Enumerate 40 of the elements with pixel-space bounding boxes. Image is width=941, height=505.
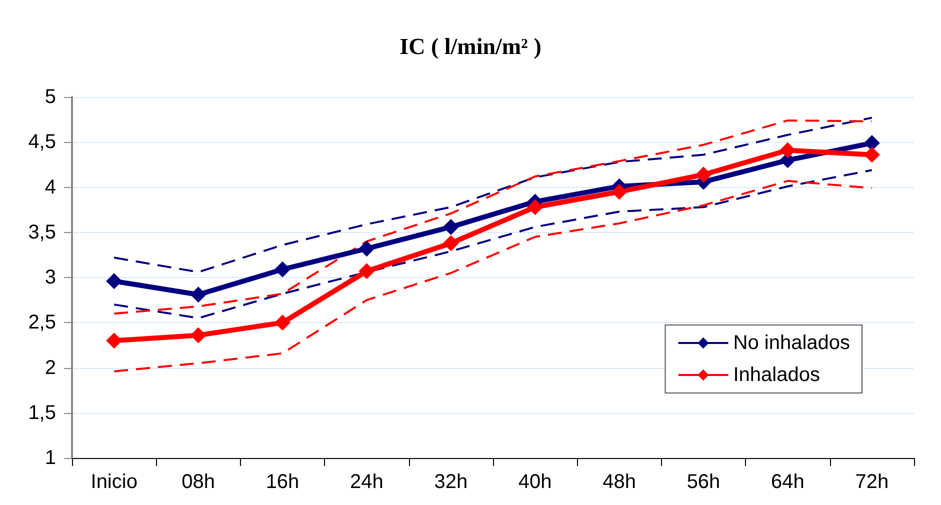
- point: [780, 142, 796, 158]
- point: [274, 261, 290, 278]
- legend-label: Inhalados: [733, 364, 820, 386]
- y-tick-label: 3: [44, 266, 56, 288]
- legend-label: No inhalados: [733, 332, 850, 354]
- point: [696, 166, 712, 183]
- y-tick-label: 3,5: [28, 221, 56, 244]
- point: [274, 314, 290, 331]
- x-tick-label: 56h: [686, 471, 720, 493]
- x-tick-label: 16h: [266, 471, 300, 493]
- line-series: [113, 169, 873, 320]
- x-tick-label: 72h: [855, 471, 889, 493]
- y-tick-label: 1: [44, 447, 56, 469]
- point: [358, 240, 375, 257]
- point: [864, 146, 880, 163]
- point: [611, 184, 628, 200]
- point: [106, 273, 122, 290]
- line-series: [113, 116, 873, 274]
- x-tick-label: 08h: [182, 471, 215, 493]
- x-tick-label: 48h: [602, 471, 636, 493]
- point: [190, 286, 206, 303]
- point: [442, 218, 459, 235]
- point: [106, 332, 122, 349]
- x-tick-label: 32h: [434, 471, 468, 493]
- y-tick-label: 4: [44, 176, 56, 198]
- y-tick-label: 1,5: [28, 402, 56, 424]
- point: [442, 235, 459, 252]
- y-tick-label: 4,5: [28, 131, 56, 154]
- y-tick-label: 2: [44, 356, 56, 379]
- x-tick-label: 64h: [771, 471, 804, 493]
- x-tick-label: 24h: [350, 471, 384, 493]
- y-tick-label: 2,5: [28, 312, 56, 334]
- point: [190, 327, 206, 344]
- point: [358, 263, 375, 280]
- line-series: [113, 119, 873, 315]
- chart-title: IC ( l/min/m² ): [400, 34, 542, 59]
- point: [527, 199, 544, 216]
- x-tick-label: Inicio: [90, 471, 138, 493]
- x-tick-label: 40h: [518, 471, 552, 493]
- y-tick-label: 5: [44, 86, 56, 108]
